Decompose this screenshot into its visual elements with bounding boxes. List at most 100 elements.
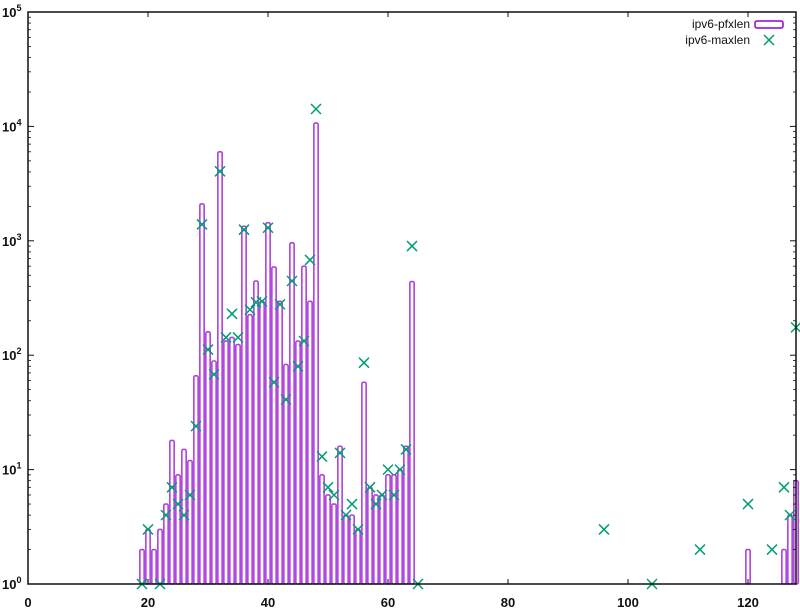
bar-pfxlen-22 (157, 528, 163, 585)
point-maxlen-126 (778, 481, 790, 493)
x-tick-label: 120 (737, 595, 759, 609)
bar-pfxlen-62 (397, 468, 403, 585)
point-maxlen-59 (376, 489, 388, 501)
point-maxlen-44 (286, 275, 298, 287)
point-maxlen-50 (322, 481, 334, 493)
x-tick-label: 80 (501, 595, 515, 609)
point-maxlen-48 (310, 103, 322, 115)
bar-pfxlen-64 (409, 280, 415, 585)
point-maxlen-63 (400, 443, 412, 455)
bar-pfxlen-42 (277, 300, 283, 585)
bar-pfxlen-63 (403, 445, 409, 585)
point-maxlen-127 (784, 509, 796, 521)
point-maxlen-96 (598, 523, 610, 535)
bar-pfxlen-58 (373, 494, 379, 585)
point-maxlen-20 (142, 523, 154, 535)
point-maxlen-46 (298, 335, 310, 347)
y-tick-label: 103 (2, 232, 21, 249)
bar-pfxlen-57 (367, 486, 373, 585)
y-tick-label: 102 (2, 346, 21, 363)
bar-pfxlen-50 (325, 494, 331, 585)
bar-pfxlen-27 (187, 459, 193, 585)
legend-label-pfxlen: ipv6-pfxlen (692, 17, 750, 31)
point-maxlen-29 (196, 218, 208, 230)
plot-marks (136, 103, 800, 590)
point-maxlen-37 (244, 304, 256, 316)
bar-pfxlen-39 (259, 300, 265, 585)
legend-label-maxlen: ipv6-maxlen (685, 33, 750, 47)
point-maxlen-42 (274, 298, 286, 310)
legend-marker-maxlen (763, 34, 775, 46)
point-maxlen-56 (358, 357, 370, 369)
point-maxlen-57 (364, 481, 376, 493)
point-maxlen-41 (268, 376, 280, 388)
legend-swatch-pfxlen (754, 20, 784, 29)
x-tick-label: 60 (381, 595, 395, 609)
x-tick-label: 20 (141, 595, 155, 609)
y-tick-label: 105 (2, 3, 21, 20)
bar-pfxlen-34 (229, 336, 235, 585)
bar-pfxlen-37 (247, 313, 253, 585)
bar-pfxlen-31 (211, 360, 217, 585)
point-maxlen-40 (262, 222, 274, 234)
point-maxlen-43 (280, 393, 292, 406)
bar-pfxlen-51 (331, 503, 337, 585)
bar-pfxlen-38 (253, 280, 259, 585)
bar-pfxlen-29 (199, 203, 205, 585)
point-maxlen-33 (220, 331, 232, 343)
bar-pfxlen-35 (235, 343, 241, 585)
bar-pfxlen-28 (193, 375, 199, 585)
bar-pfxlen-40 (265, 221, 271, 585)
point-maxlen-23 (160, 509, 172, 521)
bar-pfxlen-52 (337, 445, 343, 585)
y-tick-label: 100 (2, 575, 21, 592)
bar-pfxlen-47 (307, 300, 313, 585)
plot-frame (27, 11, 797, 585)
bar-pfxlen-46 (301, 265, 307, 585)
point-maxlen-32 (214, 165, 226, 177)
legend: ipv6-pfxlen ipv6-maxlen (685, 17, 784, 47)
bar-pfxlen-53 (343, 514, 349, 585)
bar-pfxlen-36 (241, 225, 247, 585)
point-maxlen-26 (178, 509, 190, 521)
point-maxlen-58 (370, 498, 382, 510)
bar-pfxlen-61 (391, 474, 397, 585)
axes: 0 20 40 60 80 100 120 100 101 102 103 104 105 (2, 3, 796, 609)
bar-pfxlen-32 (217, 150, 223, 585)
point-maxlen-61 (388, 489, 400, 501)
point-maxlen-124 (766, 544, 778, 556)
x-tick-label: 40 (261, 595, 275, 609)
point-maxlen-36 (238, 224, 250, 236)
point-maxlen-53 (340, 509, 352, 521)
point-maxlen-28 (190, 420, 202, 432)
point-maxlen-51 (328, 489, 340, 501)
point-maxlen-39 (256, 295, 268, 307)
bar-pfxlen-45 (295, 340, 301, 585)
point-maxlen-45 (292, 360, 304, 372)
point-maxlen-34 (226, 308, 238, 320)
point-maxlen-24 (166, 481, 178, 493)
point-maxlen-112 (694, 544, 706, 556)
bar-pfxlen-33 (223, 340, 229, 585)
y-tick-label: 104 (2, 117, 21, 134)
bar-pfxlen-48 (313, 122, 319, 585)
point-maxlen-49 (316, 451, 328, 463)
point-maxlen-47 (304, 254, 316, 266)
bar-pfxlen-19 (139, 548, 145, 585)
bar-pfxlen-24 (169, 439, 175, 585)
point-maxlen-120 (742, 498, 754, 510)
bar-pfxlen-127 (787, 514, 793, 585)
point-maxlen-64 (406, 240, 418, 252)
x-tick-label: 100 (617, 595, 639, 609)
point-maxlen-31 (208, 368, 220, 380)
bar-pfxlen-20 (145, 528, 151, 585)
point-maxlen-35 (232, 331, 244, 343)
point-maxlen-27 (184, 489, 196, 501)
point-maxlen-30 (202, 344, 214, 356)
bar-pfxlen-55 (355, 528, 361, 585)
bar-pfxlen-44 (289, 242, 295, 585)
bar-pfxlen-41 (271, 266, 277, 585)
bar-pfxlen-120 (745, 548, 751, 585)
y-tick-label: 101 (2, 461, 21, 478)
